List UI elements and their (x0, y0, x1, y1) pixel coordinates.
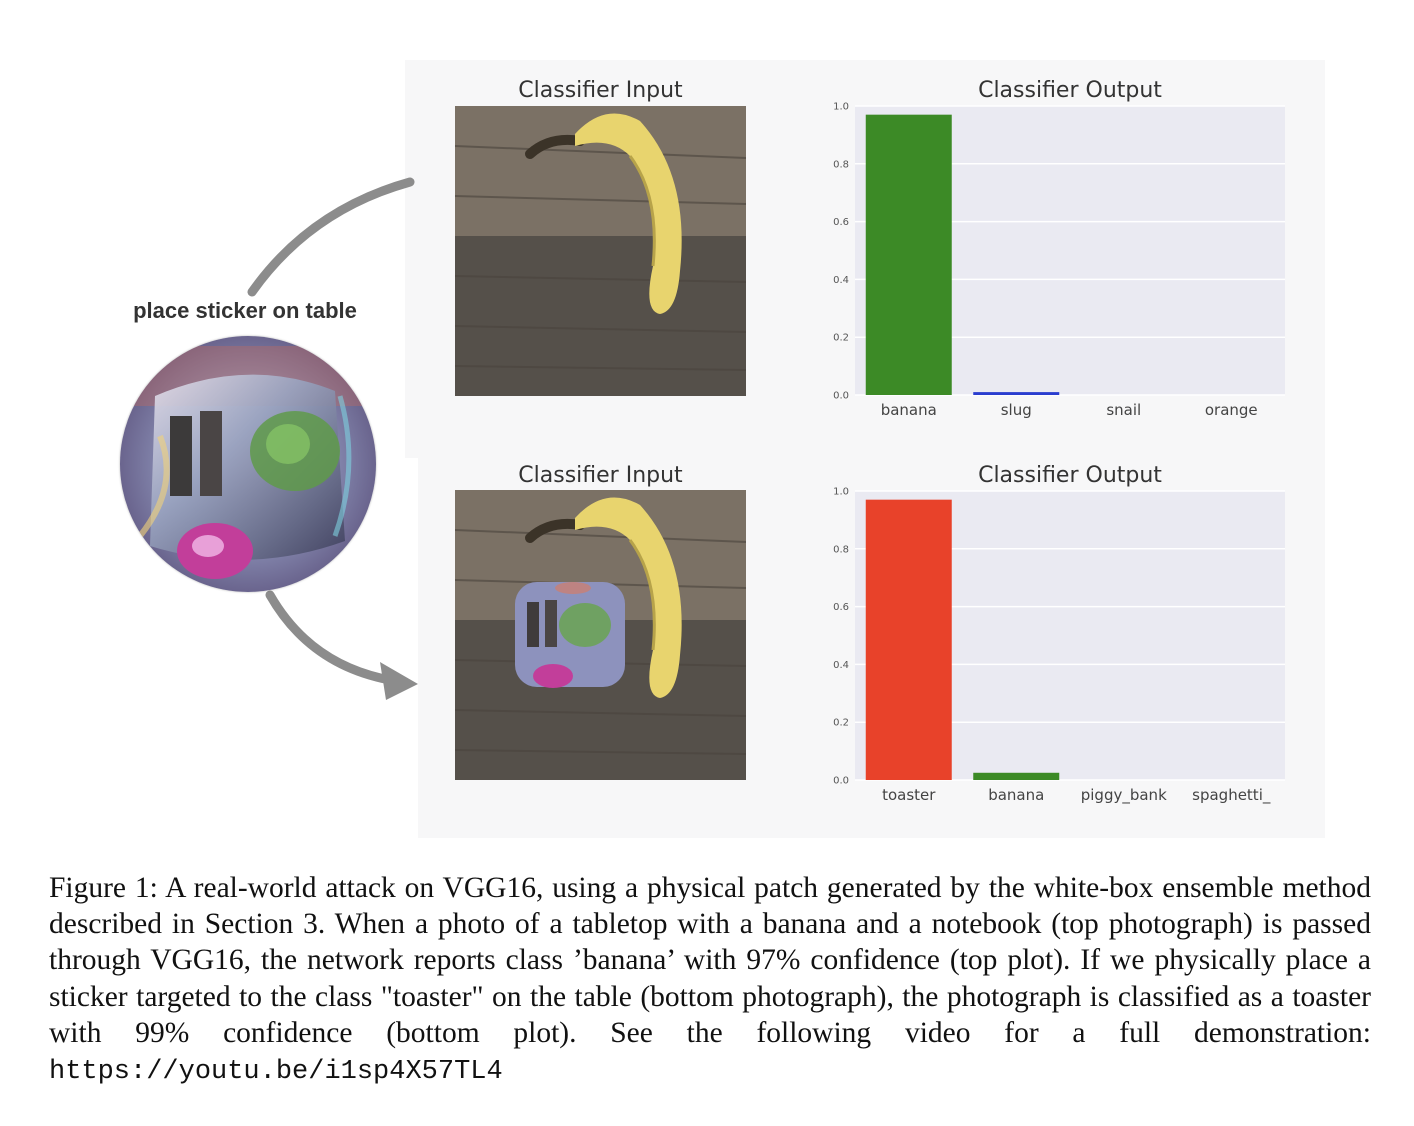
top-input-photo (455, 106, 746, 396)
x-tick-label: piggy_bank (1081, 786, 1167, 805)
caption-text: Figure 1: A real-world attack on VGG16, … (49, 872, 1371, 1049)
y-tick-label: 0.0 (833, 391, 849, 402)
x-tick-label: orange (1205, 401, 1258, 419)
x-tick-label: banana (881, 401, 937, 419)
y-tick-label: 0.0 (833, 776, 849, 787)
y-tick-label: 0.8 (833, 159, 849, 170)
top-input-title: Classifier Input (518, 78, 683, 103)
bar-banana (865, 114, 952, 396)
y-tick-label: 1.0 (833, 487, 849, 498)
bar-toaster (865, 499, 952, 780)
caption-video-link[interactable]: https://youtu.be/i1sp4X57TL4 (49, 1057, 503, 1088)
y-tick-label: 0.4 (833, 275, 849, 286)
bottom-output-title: Classifier Output (978, 463, 1162, 488)
top-output-title: Classifier Output (978, 78, 1162, 103)
x-tick-label: slug (1001, 401, 1032, 419)
y-tick-label: 0.6 (833, 217, 849, 228)
y-tick-label: 1.0 (833, 102, 849, 113)
arrows (247, 177, 418, 700)
bottom-output-chart: 0.0 0.2 0.4 0.6 0.8 1.0 toaster banana piggy_ban… (833, 487, 1285, 805)
bottom-input-title: Classifier Input (518, 463, 683, 488)
y-tick-label: 0.4 (833, 660, 849, 671)
bar-slug (973, 392, 1060, 395)
toaster-sticker-image (120, 336, 376, 592)
x-tick-label: toaster (882, 786, 936, 804)
sticker-label: place sticker on table (133, 298, 357, 323)
figure-caption: Figure 1: A real-world attack on VGG16, … (49, 870, 1371, 1090)
x-tick-label: spaghetti_ (1192, 786, 1271, 805)
y-tick-label: 0.8 (833, 544, 849, 555)
placed-sticker (515, 582, 625, 688)
y-tick-label: 0.2 (833, 718, 849, 729)
x-tick-label: snail (1106, 401, 1141, 419)
top-output-chart: 0.0 0.2 0.4 0.6 0.8 1.0 banana slug snail orange (833, 102, 1285, 419)
x-tick-label: banana (988, 786, 1044, 804)
bottom-arc-arrow (265, 590, 395, 685)
bottom-input-photo (455, 490, 746, 780)
banana-shape (575, 113, 682, 314)
bar-banana (973, 772, 1060, 780)
y-tick-label: 0.2 (833, 333, 849, 344)
bottom-arrowhead (380, 662, 418, 700)
top-arc-arrow (247, 177, 415, 297)
y-tick-label: 0.6 (833, 602, 849, 613)
